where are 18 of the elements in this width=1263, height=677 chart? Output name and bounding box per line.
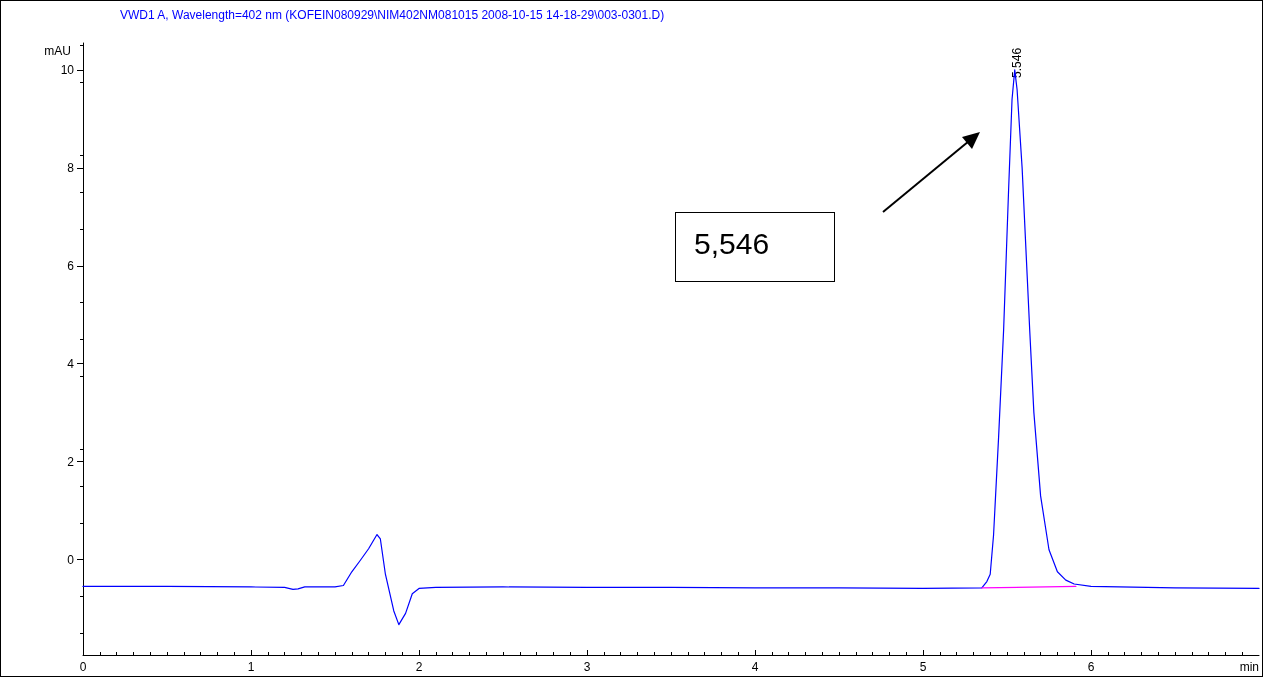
x-tick-label: 3 — [583, 660, 591, 674]
x-tick-label: 0 — [79, 660, 87, 674]
x-tick-label: 6 — [1087, 660, 1095, 674]
y-tick-label: 10 — [60, 62, 75, 77]
y-tick-label: 4 — [67, 356, 75, 371]
y-tick-label: 8 — [67, 160, 75, 175]
y-axis-title: mAU — [44, 44, 71, 58]
y-tick-label: 0 — [67, 552, 75, 567]
x-tick-label: 4 — [751, 660, 759, 674]
y-tick-label: 6 — [67, 258, 75, 273]
y-tick-label: 2 — [67, 454, 75, 469]
x-axis-title: min — [1239, 660, 1259, 674]
annotation: 5,546 — [675, 212, 835, 282]
x-tick-label: 5 — [919, 660, 927, 674]
annotation: 5.546 — [1009, 47, 1024, 78]
chart-title: VWD1 A, Wavelength=402 nm (KOFEIN080929\NIM402NM081015 2008-10-15 14-18-29\003-0301.D) — [120, 8, 665, 22]
x-tick-label: 1 — [247, 660, 255, 674]
x-tick-label: 2 — [415, 660, 423, 674]
